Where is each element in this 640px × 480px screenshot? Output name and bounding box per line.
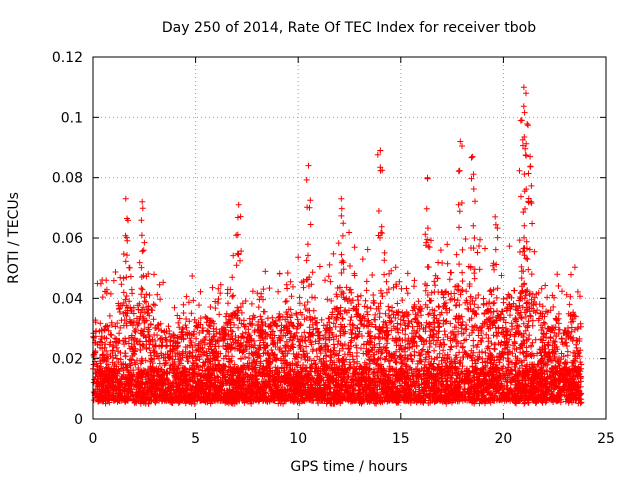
x-axis-ticks: 0 5 10 15 20 25 xyxy=(89,57,615,447)
y-axis-ticks: 0 0.02 0.04 0.06 0.08 0.1 0.12 xyxy=(52,50,606,428)
x-tick-label: 25 xyxy=(597,431,615,447)
y-tick-label: 0.02 xyxy=(52,352,83,368)
y-tick-label: 0.06 xyxy=(52,231,83,247)
y-tick-label: 0.1 xyxy=(61,110,83,126)
x-tick-label: 0 xyxy=(89,431,98,447)
x-tick-label: 15 xyxy=(392,431,410,447)
y-tick-label: 0.08 xyxy=(52,171,83,187)
scatter-points xyxy=(90,84,585,407)
chart-title: Day 250 of 2014, Rate Of TEC Index for r… xyxy=(162,20,536,36)
x-tick-label: 20 xyxy=(494,431,512,447)
x-tick-label: 5 xyxy=(191,431,200,447)
y-tick-label: 0.04 xyxy=(52,291,83,307)
x-tick-label: 10 xyxy=(289,431,307,447)
y-tick-label: 0 xyxy=(74,412,83,428)
y-axis-label: ROTI / TECUs xyxy=(6,192,22,284)
series-points xyxy=(90,84,585,407)
y-tick-label: 0.12 xyxy=(52,50,83,66)
x-axis-label: GPS time / hours xyxy=(290,459,407,475)
